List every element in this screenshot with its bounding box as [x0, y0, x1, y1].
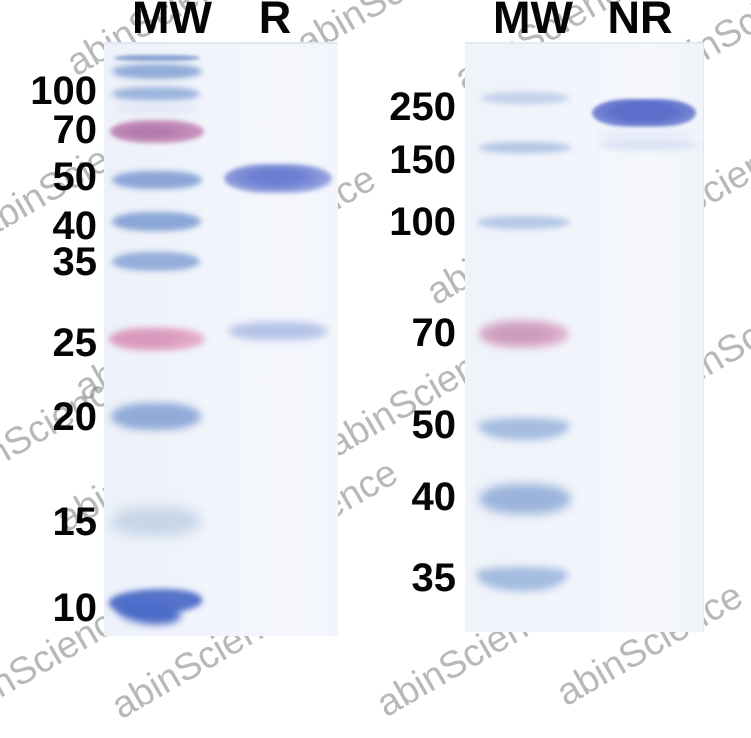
marker-label-70: 70: [52, 108, 98, 152]
sample-band-nr-250kda: [592, 99, 696, 127]
sample-band-nr-smear: [595, 130, 693, 139]
mw-band-top1: [114, 55, 200, 61]
mw-band-35: [112, 252, 200, 271]
marker-label-35: 35: [52, 240, 98, 284]
mw-band-100: [477, 216, 570, 229]
mw-band-top2: [112, 64, 202, 79]
lane-header-nonreduced: NR: [607, 0, 673, 43]
marker-label-20: 20: [52, 395, 98, 439]
marker-label-70: 70: [411, 311, 457, 355]
sample-band-nr-150kda-faint: [599, 140, 699, 150]
mw-band-70-pink: [479, 320, 569, 348]
mw-band-70-pink: [110, 120, 204, 143]
gel-panel-reduced: [104, 42, 338, 636]
sample-band-r-50kda: [224, 164, 332, 193]
mw-band-250: [481, 92, 569, 104]
lane-header-mw-left: MW: [132, 0, 212, 43]
mw-band-50: [112, 171, 202, 189]
mw-band-50: [478, 418, 570, 440]
gel-panel-nonreduced: [465, 42, 704, 632]
marker-label-35: 35: [411, 556, 457, 600]
lane-header-reduced: R: [258, 0, 292, 43]
mw-band-25-pink: [109, 327, 205, 351]
marker-label-50: 50: [52, 155, 98, 199]
marker-label-25: 25: [52, 321, 98, 365]
marker-label-150: 150: [389, 138, 456, 182]
marker-label-100: 100: [30, 69, 97, 113]
marker-label-250: 250: [389, 85, 456, 129]
mw-band-100: [112, 87, 200, 101]
mw-band-150: [479, 142, 571, 153]
mw-band-40: [112, 212, 201, 231]
marker-label-10: 10: [52, 586, 98, 630]
mw-band-35: [476, 567, 568, 591]
lane-header-mw-right: MW: [493, 0, 573, 43]
mw-band-40: [479, 484, 571, 514]
marker-label-40: 40: [52, 204, 98, 248]
marker-label-50: 50: [411, 403, 457, 447]
sample-band-r-25kda: [228, 322, 328, 340]
mw-band-15-faint: [111, 507, 201, 536]
mw-band-faint: [114, 103, 198, 113]
marker-label-40: 40: [411, 475, 457, 519]
marker-label-15: 15: [52, 500, 98, 544]
marker-label-100: 100: [389, 200, 456, 244]
mw-band-20: [111, 403, 201, 430]
